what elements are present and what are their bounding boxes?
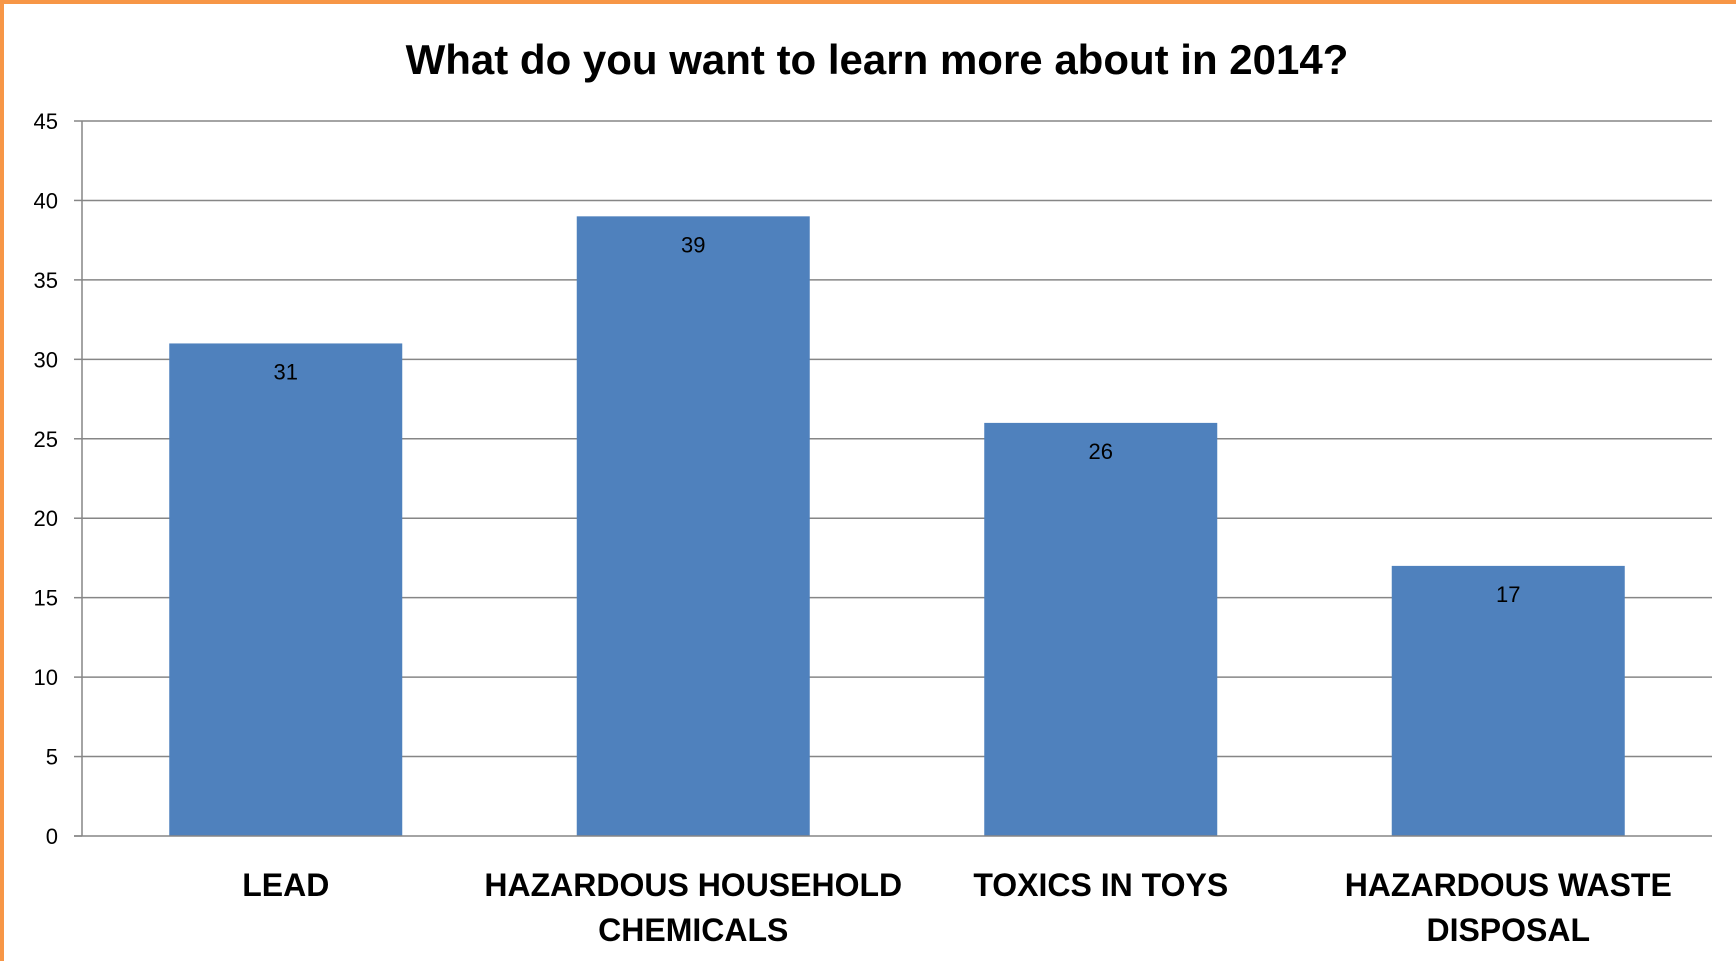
y-tick-label: 35 [34, 268, 58, 293]
x-category-label: HAZARDOUS HOUSEHOLD [484, 867, 902, 903]
x-category-label: HAZARDOUS WASTE [1345, 867, 1672, 903]
y-axis-ticks: 0 5 10 15 20 25 30 35 40 45 [34, 109, 82, 849]
y-tick-label: 25 [34, 427, 58, 452]
bar [576, 216, 810, 837]
bar-value-label: 17 [1496, 582, 1520, 607]
y-tick-label: 45 [34, 109, 58, 134]
bars [169, 216, 1625, 837]
bar [169, 343, 403, 836]
bar [1391, 565, 1625, 836]
chart-title: What do you want to learn more about in … [406, 36, 1349, 83]
x-axis-categories: LEAD HAZARDOUS HOUSEHOLD CHEMICALS TOXICS I… [242, 867, 1672, 948]
bar-chart: What do you want to learn more about in … [34, 36, 1712, 948]
bar-value-label: 31 [274, 359, 298, 384]
y-tick-label: 30 [34, 347, 58, 372]
data-labels: 31 39 26 17 [274, 232, 1521, 607]
x-category-label: DISPOSAL [1426, 912, 1590, 948]
bar-value-label: 26 [1089, 439, 1113, 464]
y-tick-label: 15 [34, 586, 58, 611]
y-tick-label: 0 [46, 824, 58, 849]
x-category-label: CHEMICALS [598, 912, 788, 948]
x-category-label: TOXICS IN TOYS [973, 867, 1228, 903]
bar [984, 422, 1218, 836]
y-tick-label: 20 [34, 506, 58, 531]
y-tick-label: 5 [46, 745, 58, 770]
y-tick-label: 40 [34, 188, 58, 213]
x-category-label: LEAD [242, 867, 329, 903]
bar-value-label: 39 [681, 232, 705, 257]
y-tick-label: 10 [34, 665, 58, 690]
